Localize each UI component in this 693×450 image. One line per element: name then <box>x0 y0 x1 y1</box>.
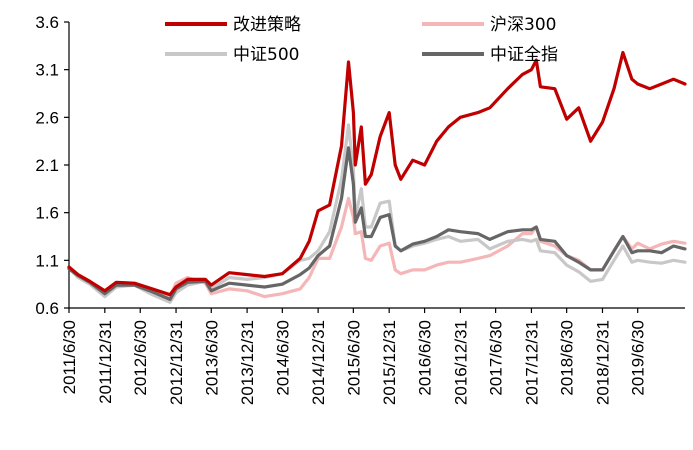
x-tick-label: 2017/12/31 <box>522 320 541 405</box>
x-tick-label: 2014/12/31 <box>309 320 328 405</box>
series-layer <box>67 50 687 304</box>
y-tick-label: 1.6 <box>35 204 59 223</box>
x-tick-label: 2017/6/30 <box>487 320 506 396</box>
legend-label: 中证500 <box>233 45 299 65</box>
y-tick-label: 0.6 <box>35 299 59 318</box>
y-tick-label: 3.1 <box>35 61 59 80</box>
x-tick-label: 2014/6/30 <box>273 320 292 396</box>
y-tick-label: 3.6 <box>35 13 59 32</box>
x-tick-label: 2016/6/30 <box>416 320 435 396</box>
x-tick-label: 2015/6/30 <box>344 320 363 396</box>
x-tick-label: 2019/6/30 <box>629 320 648 396</box>
x-tick-label: 2012/6/30 <box>131 320 150 396</box>
x-tick-label: 2013/12/31 <box>238 320 257 405</box>
legend-label: 改进策略 <box>233 15 301 35</box>
series-line-2 <box>67 123 687 304</box>
x-tick-label: 2016/12/31 <box>451 320 470 405</box>
x-tick-label: 2011/12/31 <box>96 320 115 404</box>
x-tick-label: 2011/6/30 <box>60 320 79 394</box>
series-line-3 <box>67 146 687 301</box>
y-tick-label: 1.1 <box>35 251 59 270</box>
x-tick-label: 2018/6/30 <box>558 320 577 396</box>
x-tick-label: 2018/12/31 <box>593 320 612 405</box>
x-tick-label: 2015/12/31 <box>380 320 399 405</box>
legend: 改进策略 沪深300 中证500 中证全指 <box>165 15 558 65</box>
legend-item-0: 改进策略 <box>165 15 301 35</box>
legend-item-1: 沪深300 <box>422 15 556 35</box>
series-line-0 <box>67 50 687 297</box>
x-tick-label: 2013/6/30 <box>202 320 221 396</box>
legend-label: 中证全指 <box>490 45 558 65</box>
legend-item-2: 中证500 <box>165 45 299 65</box>
legend-item-3: 中证全指 <box>422 45 558 65</box>
legend-label: 沪深300 <box>490 15 556 35</box>
y-tick-label: 2.1 <box>35 156 59 175</box>
y-tick-label: 2.6 <box>35 108 59 127</box>
x-tick-label: 2012/12/31 <box>167 320 186 405</box>
axes: 0.6 1.1 1.6 2.1 2.6 3.1 3.6 2011/6/30 2011/12/31… <box>35 13 685 405</box>
